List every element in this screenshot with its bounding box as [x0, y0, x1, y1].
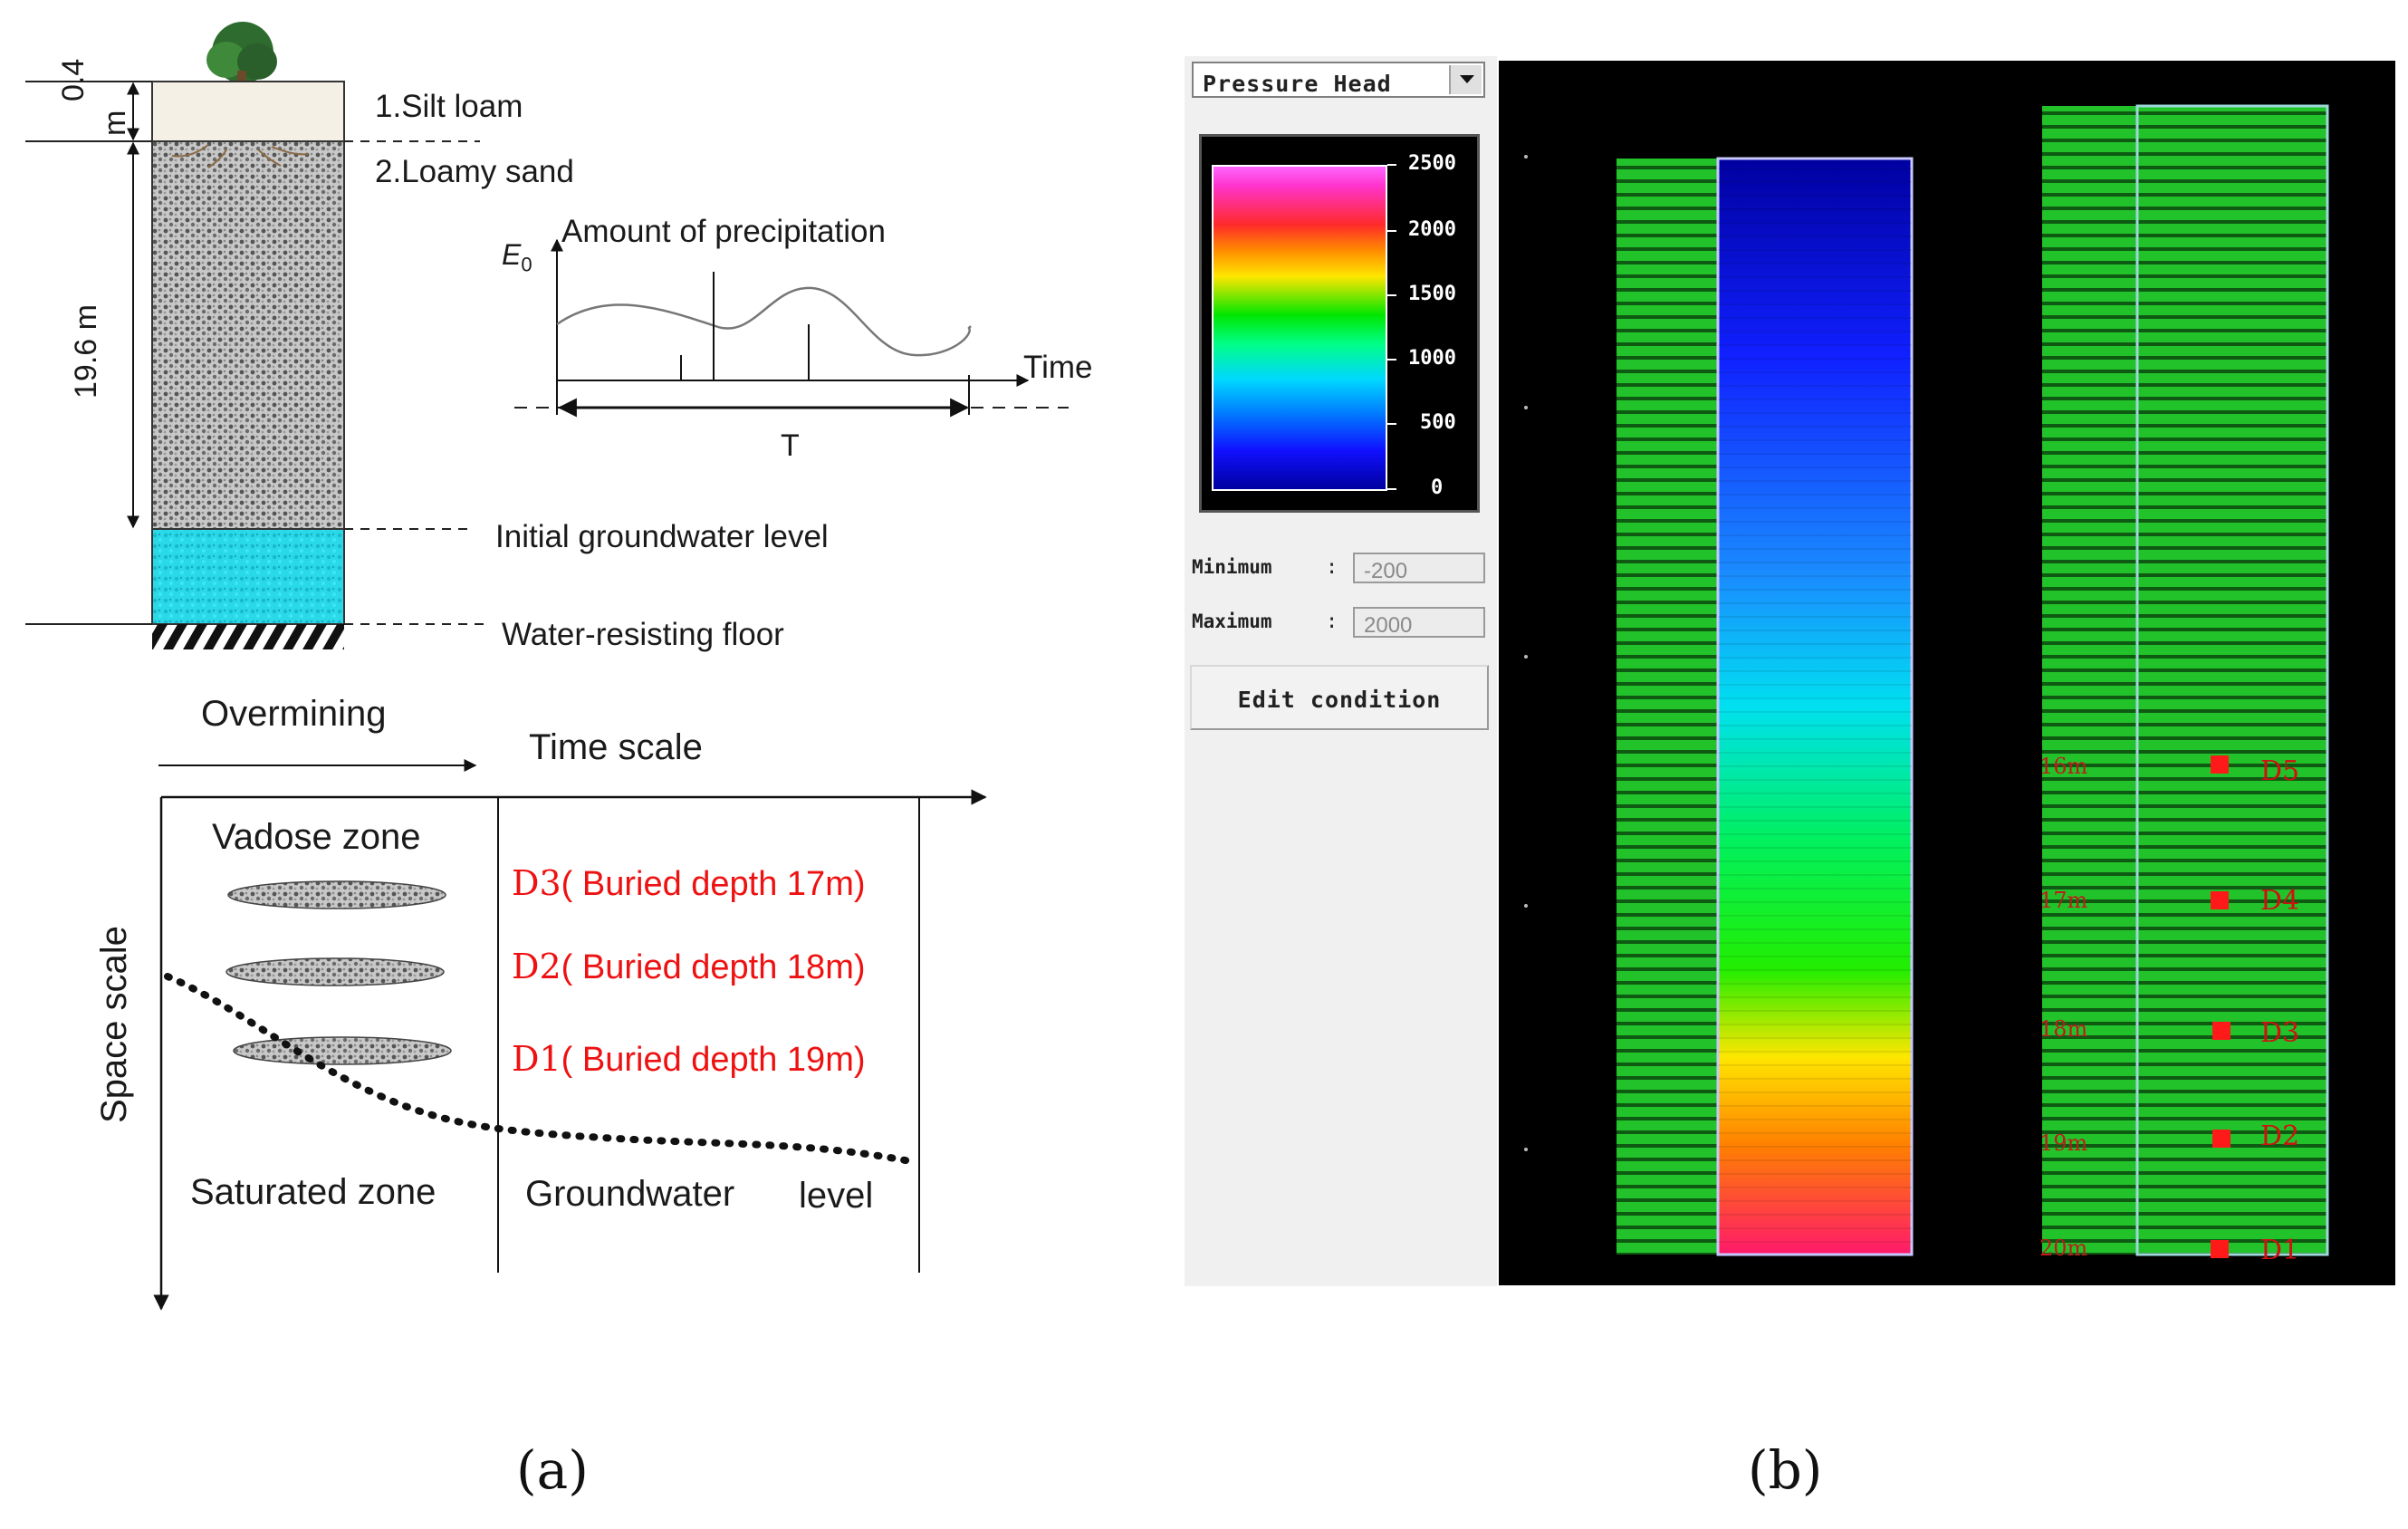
probe-ellipse-d3	[227, 880, 446, 909]
legend-tick-500: 500	[1420, 411, 1456, 434]
depth-label-19m: 19m	[2039, 1130, 2088, 1156]
maximum-value: 2000	[1364, 613, 1413, 638]
groundwater-level-word: level	[799, 1176, 874, 1216]
simulation-graphics	[1524, 104, 2329, 1258]
minimum-field[interactable]: -200	[1353, 553, 1485, 583]
edit-condition-button[interactable]: Edit condition	[1190, 665, 1489, 730]
right-mesh-right	[2135, 104, 2329, 1256]
initial-groundwater-label: Initial groundwater level	[495, 519, 829, 554]
marker-d3	[2212, 1022, 2231, 1040]
point-label-d5: D5	[2260, 755, 2300, 787]
probe-id-d2: D2	[512, 947, 561, 986]
legend-tick-0: 0	[1431, 476, 1444, 499]
loamy-sand-layer	[151, 140, 345, 530]
caption-b: (b)	[1748, 1439, 1823, 1501]
minimum-colon: :	[1326, 556, 1338, 579]
legend-tick-2000: 2000	[1408, 218, 1456, 241]
probe-id-d3: D3	[512, 863, 561, 903]
precipitation-title: Amount of precipitation	[561, 214, 886, 249]
probe-depth-d3: ( Buried depth 17m)	[561, 865, 866, 903]
depth-label-17m: 17m	[2039, 888, 2088, 913]
groundwater-label: Groundwater	[525, 1174, 735, 1214]
period-label: T	[781, 428, 800, 463]
dim-top-unit: m	[98, 110, 132, 136]
point-label-d1: D1	[2260, 1235, 2300, 1266]
silt-loam-layer	[151, 81, 345, 142]
color-legend-bar	[1212, 165, 1387, 491]
precipitation-curve	[556, 286, 972, 357]
chevron-down-icon[interactable]	[1449, 65, 1482, 94]
groundwater-level-line	[164, 973, 914, 1165]
layer1-label: 1.Silt loam	[375, 89, 523, 124]
probe-depth-d2: ( Buried depth 18m)	[561, 948, 866, 986]
left-mesh-column	[1617, 159, 1718, 1255]
e0-label: E0	[502, 240, 532, 274]
point-label-d2: D2	[2260, 1120, 2300, 1152]
space-scale-label: Space scale	[94, 926, 134, 1123]
saturated-zone-label: Saturated zone	[190, 1172, 437, 1212]
variable-dropdown[interactable]: Pressure Head	[1192, 62, 1485, 98]
probe-label-d3: D3( Buried depth 17m)	[512, 866, 866, 901]
caption-a: (a)	[516, 1439, 589, 1501]
maximum-field[interactable]: 2000	[1353, 607, 1485, 638]
marker-d5	[2211, 755, 2229, 774]
probe-label-d1: D1( Buried depth 19m)	[512, 1042, 866, 1077]
depth-label-16m: 16m	[2039, 754, 2088, 779]
probe-id-d1: D1	[512, 1039, 561, 1079]
time-scale-label: Time scale	[529, 727, 703, 767]
vadose-zone-label: Vadose zone	[212, 817, 421, 857]
marker-d2	[2212, 1130, 2231, 1148]
minimum-value: -200	[1364, 559, 1408, 583]
depth-label-18m: 18m	[2039, 1016, 2088, 1042]
point-label-d4: D4	[2260, 885, 2300, 917]
panel-a-drawing	[25, 22, 1069, 1311]
marker-d4	[2211, 891, 2229, 909]
legend-tick-1500: 1500	[1408, 283, 1456, 305]
e0-subscript: 0	[521, 253, 532, 276]
layer2-label: 2.Loamy sand	[375, 154, 574, 189]
time-axis-label: Time	[1023, 350, 1093, 385]
probe-ellipse-d2	[225, 957, 445, 986]
legend-tick-2500: 2500	[1408, 152, 1456, 175]
e0-letter: E	[502, 238, 522, 271]
floor-hatch	[152, 624, 344, 649]
marker-d1	[2211, 1240, 2229, 1258]
dim-top-value: 0.4	[56, 58, 91, 101]
maximum-colon: :	[1326, 611, 1338, 633]
water-resisting-floor-label: Water-resisting floor	[502, 617, 784, 652]
probe-depth-d1: ( Buried depth 19m)	[561, 1041, 866, 1079]
maximum-label: Maximum	[1192, 611, 1272, 632]
legend-tick-1000: 1000	[1408, 347, 1456, 370]
saturated-layer	[151, 528, 345, 625]
legend-ticks	[1387, 164, 1396, 490]
point-label-d3: D3	[2260, 1017, 2300, 1049]
minimum-label: Minimum	[1192, 556, 1272, 578]
dropdown-value: Pressure Head	[1203, 71, 1392, 97]
right-mesh-left	[2042, 106, 2137, 1255]
probe-label-d2: D2( Buried depth 18m)	[512, 949, 866, 985]
overmining-label: Overmining	[201, 694, 387, 734]
depth-label-20m: 20m	[2039, 1236, 2088, 1261]
dim-main-value: 19.6 m	[69, 304, 103, 399]
edit-condition-label: Edit condition	[1237, 687, 1442, 713]
probe-ellipse-d1	[233, 1036, 452, 1065]
